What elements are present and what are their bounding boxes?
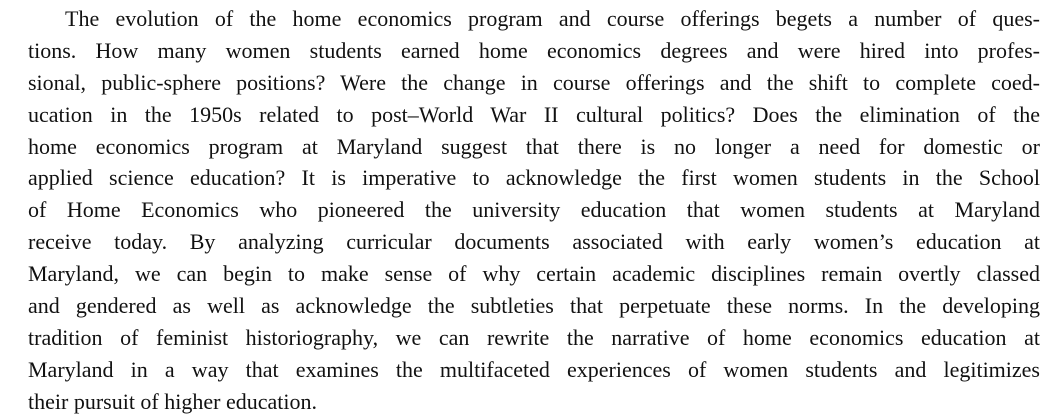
text-line: and gendered as well as acknowledge the … (28, 293, 1040, 319)
text-line: tradition of feminist historiography, we… (28, 324, 1040, 350)
text-line: Maryland, we can begin to make sense of … (28, 261, 1040, 287)
text-line: Maryland in a way that examines the mult… (28, 356, 1040, 382)
text-line: ucation in the 1950s related to post–Wor… (28, 101, 1040, 127)
text-line: sional, public-sphere positions? Were th… (28, 69, 1040, 95)
text-line: home economics program at Maryland sugge… (28, 133, 1040, 159)
text-line: The evolution of the home economics prog… (65, 6, 1040, 31)
text-line: receive today. By analyzing curricular d… (28, 229, 1040, 255)
text-line: applied science education? It is imperat… (28, 165, 1040, 191)
text-line: their pursuit of higher education. (28, 388, 317, 414)
text-line: tions. How many women students earned ho… (28, 37, 1040, 63)
text-line: of Home Economics who pioneered the univ… (28, 197, 1040, 223)
